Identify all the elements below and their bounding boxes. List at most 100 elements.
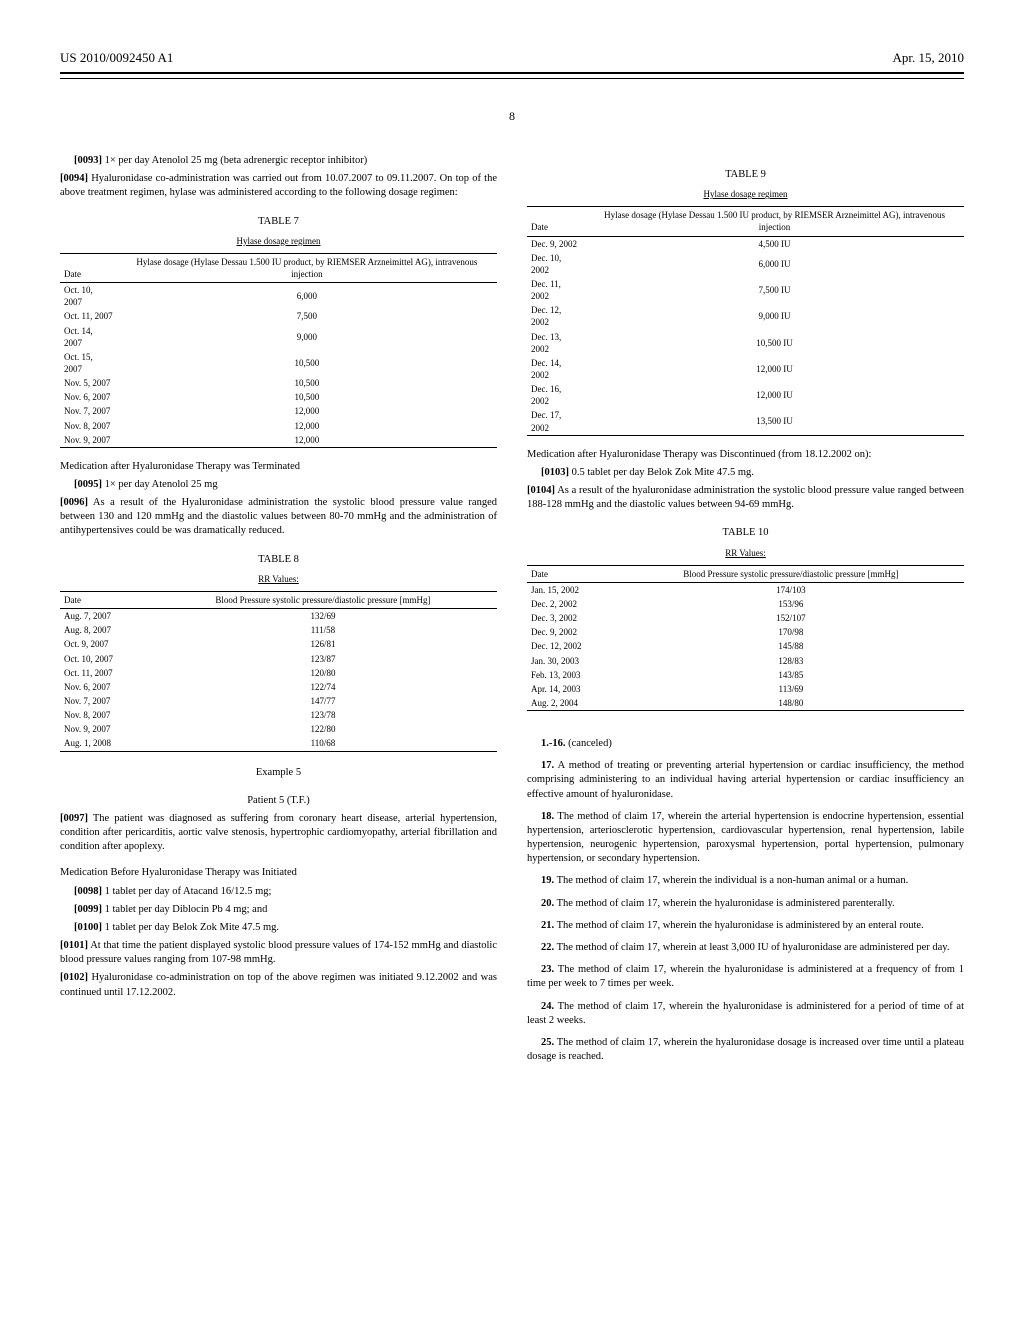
table-row: Nov. 7, 200712,000 <box>60 404 497 418</box>
claim-text: The method of claim 17, wherein the hyal… <box>527 964 964 989</box>
claim-18: 18. The method of claim 17, wherein the … <box>527 810 964 867</box>
table-row: Nov. 8, 2007123/78 <box>60 708 497 722</box>
table-row: Jan. 30, 2003128/83 <box>527 654 964 668</box>
table-row: Dec. 16, 200212,000 IU <box>527 382 964 408</box>
claim-24: 24. The method of claim 17, wherein the … <box>527 1000 964 1028</box>
table-cell: Oct. 9, 2007 <box>60 637 149 651</box>
table-cell: Dec. 9, 2002 <box>527 625 618 639</box>
table-row: Dec. 13, 200210,500 IU <box>527 330 964 356</box>
table7-caption: Hylase dosage regimen <box>60 235 497 253</box>
table7-col1: Date <box>60 253 117 282</box>
claim-num: 1.-16. <box>541 738 566 749</box>
claim-20: 20. The method of claim 17, wherein the … <box>527 897 964 911</box>
table-cell: 148/80 <box>618 696 964 711</box>
claim-num: 25. <box>541 1037 554 1048</box>
table-cell: 10,500 <box>117 376 497 390</box>
table-cell: 9,000 <box>117 324 497 350</box>
para-num: [0102] <box>60 972 88 983</box>
table-row: Dec. 9, 2002170/98 <box>527 625 964 639</box>
header-rule-thick <box>60 72 964 74</box>
claim-25: 25. The method of claim 17, wherein the … <box>527 1036 964 1064</box>
table-cell: Oct. 10, 2007 <box>60 652 149 666</box>
para-num: [0094] <box>60 173 88 184</box>
table-cell: Jan. 30, 2003 <box>527 654 618 668</box>
table-row: Oct. 9, 2007126/81 <box>60 637 497 651</box>
para-0104: [0104] As a result of the hyaluronidase … <box>527 484 964 512</box>
table-row: Nov. 9, 200712,000 <box>60 433 497 448</box>
table-cell: Aug. 1, 2008 <box>60 736 149 751</box>
table9: Hylase dosage regimen Date Hylase dosage… <box>527 188 964 436</box>
table10-col2: Blood Pressure systolic pressure/diastol… <box>618 565 964 582</box>
claim-num: 18. <box>541 811 554 822</box>
table-cell: 6,000 IU <box>585 251 964 277</box>
table-row: Dec. 11, 20027,500 IU <box>527 277 964 303</box>
table-row: Aug. 2, 2004148/80 <box>527 696 964 711</box>
table9-body: Dec. 9, 20024,500 IUDec. 10, 20026,000 I… <box>527 236 964 435</box>
table-cell: 10,500 <box>117 390 497 404</box>
claim-1-16: 1.-16. (canceled) <box>527 737 964 751</box>
table-cell: 12,000 <box>117 433 497 448</box>
table-cell: Dec. 9, 2002 <box>527 236 585 251</box>
para-0098: [0098] 1 tablet per day of Atacand 16/12… <box>60 885 497 899</box>
para-text: Hyaluronidase co-administration on top o… <box>60 972 497 997</box>
table10-label: TABLE 10 <box>527 526 964 540</box>
table-cell: 7,500 IU <box>585 277 964 303</box>
claim-num: 24. <box>541 1001 554 1012</box>
para-text: 1× per day Atenolol 25 mg <box>105 479 218 490</box>
table-row: Nov. 9, 2007122/80 <box>60 722 497 736</box>
table7-col2: Hylase dosage (Hylase Dessau 1.500 IU pr… <box>117 253 497 282</box>
table-cell: 126/81 <box>149 637 497 651</box>
page-number: 8 <box>60 109 964 124</box>
table-cell: 120/80 <box>149 666 497 680</box>
para-0100: [0100] 1 tablet per day Belok Zok Mite 4… <box>60 921 497 935</box>
table8-caption: RR Values: <box>60 573 497 591</box>
claim-text: The method of claim 17, wherein the hyal… <box>527 1001 964 1026</box>
table-cell: 174/103 <box>618 582 964 597</box>
table-row: Dec. 12, 20029,000 IU <box>527 303 964 329</box>
table-row: Dec. 2, 2002153/96 <box>527 597 964 611</box>
table7: Hylase dosage regimen Date Hylase dosage… <box>60 235 497 448</box>
claim-text: The method of claim 17, wherein the hyal… <box>527 1037 964 1062</box>
table-cell: Apr. 14, 2003 <box>527 682 618 696</box>
table-row: Nov. 8, 200712,000 <box>60 419 497 433</box>
para-num: [0104] <box>527 485 555 496</box>
table7-label: TABLE 7 <box>60 215 497 229</box>
table-cell: Nov. 9, 2007 <box>60 433 117 448</box>
para-num: [0099] <box>74 904 102 915</box>
table8-col2: Blood Pressure systolic pressure/diastol… <box>149 591 497 608</box>
table-cell: Jan. 15, 2002 <box>527 582 618 597</box>
claim-text: A method of treating or preventing arter… <box>527 760 964 799</box>
para-text: 1× per day Atenolol 25 mg (beta adrenerg… <box>105 155 368 166</box>
table-row: Oct. 10, 20076,000 <box>60 283 497 310</box>
table-cell: Feb. 13, 2003 <box>527 668 618 682</box>
table-cell: 12,000 <box>117 404 497 418</box>
claim-num: 22. <box>541 942 554 953</box>
table-row: Nov. 7, 2007147/77 <box>60 694 497 708</box>
table-cell: Aug. 7, 2007 <box>60 609 149 624</box>
claim-19: 19. The method of claim 17, wherein the … <box>527 874 964 888</box>
table-cell: 110/68 <box>149 736 497 751</box>
para-num: [0098] <box>74 886 102 897</box>
para-0096: [0096] As a result of the Hyaluronidase … <box>60 496 497 539</box>
table9-label: TABLE 9 <box>527 168 964 182</box>
table-cell: 153/96 <box>618 597 964 611</box>
table-cell: Dec. 10, 2002 <box>527 251 585 277</box>
table-cell: 152/107 <box>618 611 964 625</box>
table-cell: Dec. 3, 2002 <box>527 611 618 625</box>
claim-21: 21. The method of claim 17, wherein the … <box>527 919 964 933</box>
table-cell: 147/77 <box>149 694 497 708</box>
table-cell: 123/87 <box>149 652 497 666</box>
claim-text: The method of claim 17, wherein the hyal… <box>557 898 895 909</box>
patient5-heading: Patient 5 (T.F.) <box>60 794 497 808</box>
para-0095: [0095] 1× per day Atenolol 25 mg <box>60 478 497 492</box>
table-cell: Dec. 12, 2002 <box>527 303 585 329</box>
table-cell: 132/69 <box>149 609 497 624</box>
table-cell: Dec. 12, 2002 <box>527 639 618 653</box>
table-cell: 12,000 IU <box>585 382 964 408</box>
para-0099: [0099] 1 tablet per day Diblocin Pb 4 mg… <box>60 903 497 917</box>
table8-body: Aug. 7, 2007132/69Aug. 8, 2007111/58Oct.… <box>60 609 497 751</box>
table-cell: 13,500 IU <box>585 408 964 435</box>
table-cell: Aug. 2, 2004 <box>527 696 618 711</box>
table10: RR Values: Date Blood Pressure systolic … <box>527 547 964 712</box>
med-before-heading: Medication Before Hyaluronidase Therapy … <box>60 866 497 880</box>
